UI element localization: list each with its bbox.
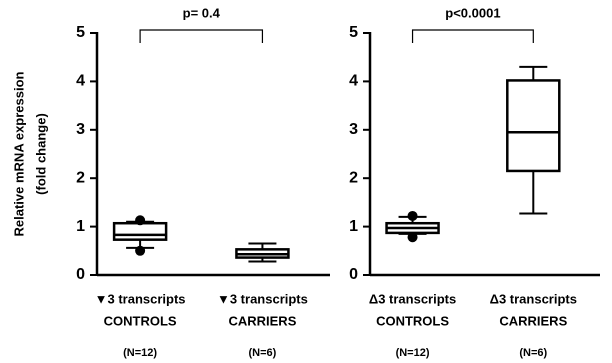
y-tick-label: 4	[349, 73, 358, 90]
annotation: p= 0.4	[183, 5, 221, 20]
outlier	[407, 210, 418, 221]
x-tick-label: CARRIERS	[228, 313, 296, 328]
x-tick-label: CONTROLS	[376, 313, 449, 328]
y-tick-label: 0	[76, 266, 85, 283]
x-tick-label: (N=12)	[123, 347, 157, 359]
x-tick-label: (N=6)	[519, 347, 547, 359]
x-tick-label: ▼3 transcripts	[217, 291, 308, 306]
bracket	[411, 29, 534, 43]
x-tick-label: Δ3 transcripts	[490, 291, 577, 306]
y-tick-label: 3	[76, 121, 85, 138]
bracket	[139, 29, 264, 43]
y-tick-label: 5	[349, 24, 358, 41]
y-tick-label: 1	[76, 218, 85, 235]
y-tick-label: 3	[349, 121, 358, 138]
annotation: p<0.0001	[445, 5, 500, 20]
y-tick-label: 4	[76, 73, 85, 90]
x-tick-label: (N=6)	[249, 347, 277, 359]
x-tick-label: (N=12)	[396, 347, 430, 359]
outlier	[135, 245, 146, 256]
y-tick-label: 2	[349, 169, 358, 186]
y-tick-label: 2	[76, 169, 85, 186]
x-tick-label: CONTROLS	[104, 313, 177, 328]
y-tick-label: 0	[349, 266, 358, 283]
outlier	[135, 215, 146, 226]
y-axis-label: Relative mRNA expression	[11, 71, 26, 236]
outlier	[407, 232, 418, 243]
x-tick-label: CARRIERS	[499, 313, 567, 328]
y-tick-label: 1	[349, 218, 358, 235]
box	[112, 221, 168, 241]
y-axis-label: (fold change)	[33, 113, 48, 195]
x-tick-label: ▼3 transcripts	[95, 291, 186, 306]
y-tick-label: 5	[76, 24, 85, 41]
box	[506, 79, 561, 173]
x-tick-label: Δ3 transcripts	[369, 291, 456, 306]
